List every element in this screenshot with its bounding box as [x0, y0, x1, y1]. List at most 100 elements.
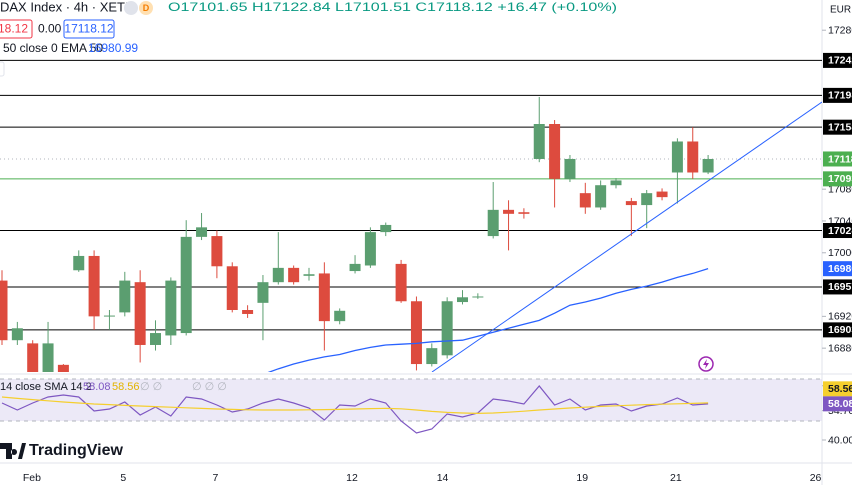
candle-body — [579, 193, 591, 208]
price-label-box — [823, 52, 852, 68]
candle-body — [564, 158, 576, 179]
price-label: 58.08 — [828, 398, 852, 410]
price-label: 16880 — [828, 342, 852, 354]
candle-body — [487, 209, 499, 237]
symbol-title: DAX Index · 4h · XETR — [0, 0, 134, 14]
sell-box[interactable] — [0, 19, 33, 39]
price-label-box — [823, 381, 852, 397]
buy-box[interactable] — [63, 19, 115, 39]
x-tick-label: 7 — [212, 472, 218, 484]
candle-body — [149, 333, 161, 345]
x-tick-label: 12 — [346, 472, 358, 484]
candle-body — [595, 185, 607, 208]
ema-legend: 50 close 0 EMA 50 — [3, 41, 103, 55]
rsi-legend-value: 58.08 — [83, 381, 111, 393]
candle-body — [380, 224, 392, 233]
candle-body — [165, 280, 177, 336]
collapse-button[interactable] — [0, 61, 5, 77]
candle-body — [671, 141, 683, 173]
candle-body — [0, 280, 8, 341]
candle-body — [441, 301, 453, 356]
badge-text: D — [143, 3, 150, 13]
candle-body — [88, 255, 100, 317]
candle-body — [103, 315, 115, 317]
candle-body — [349, 263, 361, 272]
rsi-legend-empty: ∅ ∅ ∅ — [192, 381, 227, 393]
price-label-box — [823, 322, 852, 338]
candle-body — [42, 343, 54, 372]
candle-body — [211, 236, 223, 267]
price-label-box — [823, 171, 852, 187]
candle-body — [549, 124, 561, 179]
ema-legend-value: 16980.99 — [88, 41, 138, 55]
alert-bolt — [703, 359, 709, 369]
candle-body — [426, 348, 438, 365]
candle-body — [257, 282, 269, 303]
price-label: 58.56 — [828, 383, 852, 395]
price-label: 17000 — [828, 247, 852, 259]
ema-line — [267, 268, 709, 372]
badge — [139, 1, 153, 15]
candle-body — [73, 255, 85, 271]
x-tick-label: 26 — [810, 472, 822, 484]
sell-price: 118.12 — [0, 22, 28, 36]
price-label: 16920 — [828, 311, 852, 323]
candle-body — [456, 297, 468, 303]
candle-body — [57, 364, 69, 372]
main-pane — [0, 59, 822, 372]
spread: 0.00 — [38, 22, 62, 36]
price-label-box — [823, 151, 852, 167]
price-label: 17242 — [828, 55, 852, 67]
candle-body — [503, 209, 515, 214]
rsi-legend: 14 close SMA 14 2 — [0, 381, 92, 393]
rsi-pane — [1, 385, 709, 434]
candle-body — [395, 263, 407, 302]
x-tick-label: 14 — [437, 472, 449, 484]
candle-body — [364, 232, 376, 266]
sma-legend-value: 58.56 — [112, 381, 140, 393]
price-axis: 1728017080170401700016920168801724217198… — [822, 24, 852, 446]
candle-body — [687, 141, 699, 173]
candle-body — [472, 296, 484, 298]
price-label: 16903 — [828, 324, 852, 336]
x-tick-label: Feb — [23, 472, 41, 484]
price-label: 17158 — [828, 121, 852, 133]
candle-body — [303, 274, 315, 276]
price-label: 40.00 — [828, 434, 852, 446]
candle-body — [625, 201, 637, 206]
price-label: 16980 — [828, 263, 852, 275]
candle-body — [533, 124, 545, 159]
price-label: 17080 — [828, 183, 852, 195]
price-label-box — [823, 279, 852, 295]
currency: EUR — [830, 5, 851, 16]
candle-body — [180, 236, 192, 334]
logo-icon — [0, 443, 26, 459]
status-dot — [124, 1, 138, 15]
price-label-box — [823, 261, 852, 277]
buy-price: 17118.12 — [64, 22, 113, 36]
sma-line — [1, 396, 709, 415]
candle-body — [288, 267, 300, 283]
candle-body — [318, 273, 330, 322]
price-label: 17093 — [828, 173, 852, 185]
logo-text: TradingView — [29, 442, 124, 459]
candle-body — [11, 328, 23, 341]
x-tick-label: 21 — [670, 472, 682, 484]
price-label: 17118 — [828, 153, 852, 165]
candle-body — [641, 193, 653, 206]
candle-body — [134, 282, 146, 345]
candle-body — [518, 212, 530, 214]
candle-body — [702, 158, 714, 173]
candle-body — [410, 301, 422, 365]
price-label: 17028 — [828, 225, 852, 237]
price-label: 17280 — [828, 24, 852, 36]
candle-body — [656, 191, 668, 198]
candle-body — [610, 180, 622, 186]
trend-line — [431, 101, 822, 372]
price-label-box — [823, 223, 852, 239]
candle-body — [27, 343, 39, 372]
candle-body — [196, 227, 208, 237]
price-label-box — [823, 87, 852, 103]
price-label-box — [823, 119, 852, 135]
